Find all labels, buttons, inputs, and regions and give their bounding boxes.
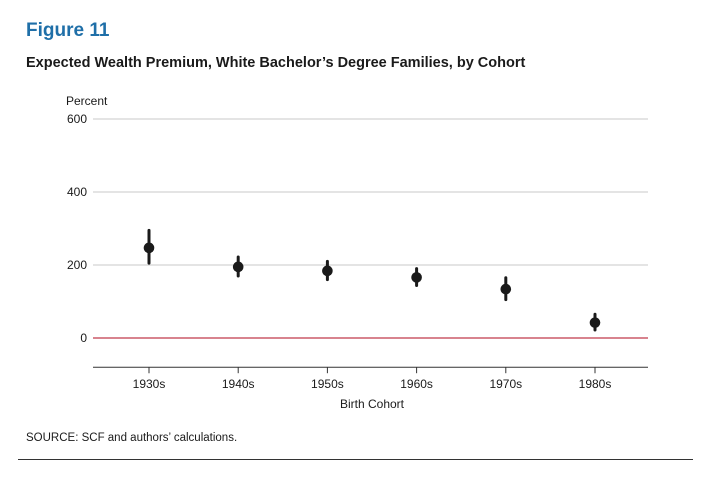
gridlines bbox=[93, 118, 648, 339]
figure-label: Figure 11 bbox=[26, 20, 110, 41]
x-tick-label: 1980s bbox=[579, 377, 612, 391]
chart-title: Expected Wealth Premium, White Bachelor’… bbox=[26, 55, 526, 71]
y-tick-label: 200 bbox=[67, 258, 87, 272]
x-tick-label: 1970s bbox=[489, 377, 522, 391]
chart-plot: 0 200 400 600 1930s 1940s 1950s 1960s 1970s 1980… bbox=[67, 112, 648, 411]
x-tick-label: 1950s bbox=[311, 377, 344, 391]
x-tick-labels: 1930s 1940s 1950s 1960s 1970s 1980s bbox=[133, 377, 612, 391]
x-tick-label: 1930s bbox=[133, 377, 166, 391]
data-point bbox=[500, 283, 512, 295]
y-tick-labels: 0 200 400 600 bbox=[67, 112, 87, 345]
data-points bbox=[143, 228, 601, 332]
x-tick-label: 1940s bbox=[222, 377, 255, 391]
x-axis-label: Birth Cohort bbox=[340, 397, 405, 411]
bottom-rule bbox=[18, 459, 693, 460]
y-tick-label: 0 bbox=[80, 331, 87, 345]
y-tick-label: 600 bbox=[67, 112, 87, 126]
data-point bbox=[232, 261, 244, 273]
data-point bbox=[411, 272, 422, 283]
y-axis-label: Percent bbox=[66, 94, 108, 108]
data-point bbox=[589, 317, 601, 328]
x-tick-label: 1960s bbox=[400, 377, 433, 391]
data-point bbox=[143, 242, 155, 254]
x-axis bbox=[93, 366, 648, 374]
y-tick-label: 400 bbox=[67, 185, 87, 199]
source-note: SOURCE: SCF and authors’ calculations. bbox=[26, 432, 238, 444]
data-point bbox=[322, 265, 333, 277]
